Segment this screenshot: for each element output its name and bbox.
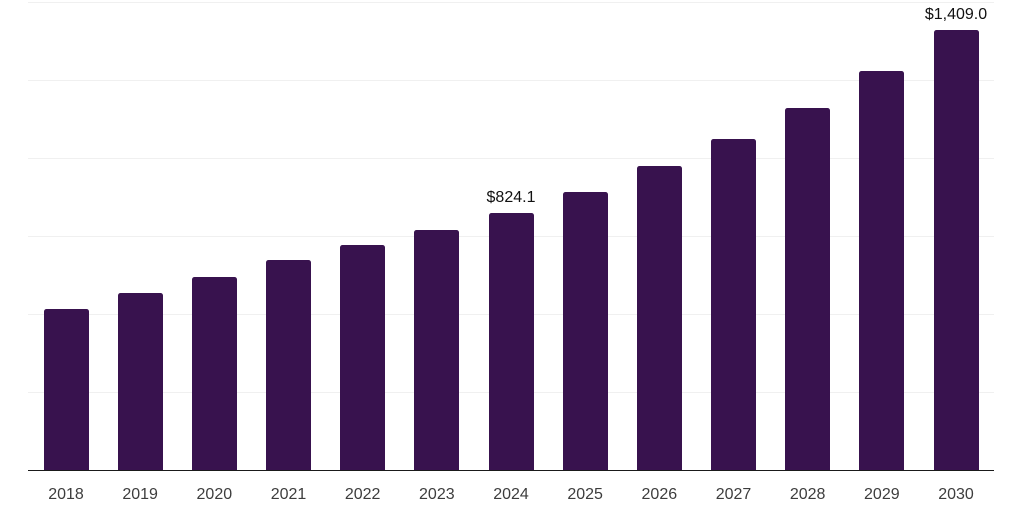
x-tick-2030: 2030 [938,486,974,503]
bar-2029[interactable] [859,70,905,471]
bar-2021[interactable] [266,260,311,471]
x-tick-2020: 2020 [196,486,233,503]
bar-2022[interactable] [340,244,386,471]
x-tick-2026: 2026 [641,486,678,503]
bar-2025[interactable] [562,192,608,471]
bar-2030[interactable] [933,29,979,471]
x-tick-2022: 2022 [344,486,381,503]
bar-2026[interactable] [636,165,682,471]
gridline-1500 [28,1,994,3]
bar-2020[interactable] [191,276,237,471]
x-tick-2023: 2023 [419,486,455,503]
bar-2019[interactable] [117,293,163,471]
x-axis-line [28,470,994,472]
x-tick-2021: 2021 [270,486,307,503]
data-label-2024: $824.1 [486,189,536,207]
x-tick-2029: 2029 [864,486,900,503]
x-tick-2024: 2024 [493,486,529,503]
x-tick-2025: 2025 [567,486,603,503]
bar-2023[interactable] [414,229,460,471]
bar-2027[interactable] [711,138,756,471]
bar-2028[interactable] [785,107,831,471]
bar-2024[interactable] [488,212,534,471]
x-tick-2027: 2027 [715,486,752,503]
x-tick-2019: 2019 [122,486,158,503]
data-label-2030: $1,409.0 [924,6,988,24]
x-tick-2028: 2028 [789,486,826,503]
x-tick-2018: 2018 [48,486,84,503]
bar-2018[interactable] [43,308,89,471]
gridline-1000 [28,157,994,159]
gridline-1250 [28,79,994,81]
